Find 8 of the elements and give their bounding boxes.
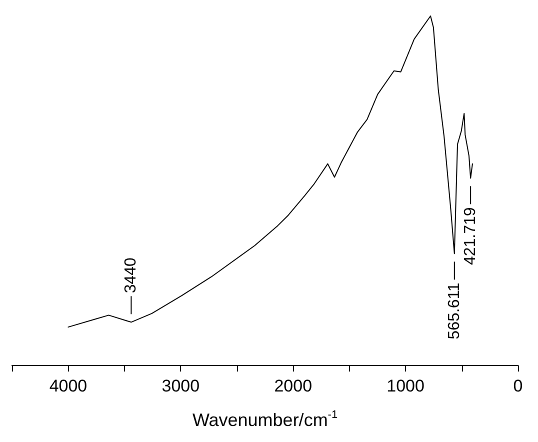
annotation: 3440 [122,257,140,294]
x-tick-label: 1000 [386,376,424,396]
annotation: 421.719 [462,207,480,266]
x-tick-label: 3000 [162,376,200,396]
x-tick-label: 2000 [274,376,312,396]
annotation: 565.611 [446,282,463,340]
x-tick-label: 0 [513,376,523,396]
x-tick-label: 4000 [49,376,88,396]
